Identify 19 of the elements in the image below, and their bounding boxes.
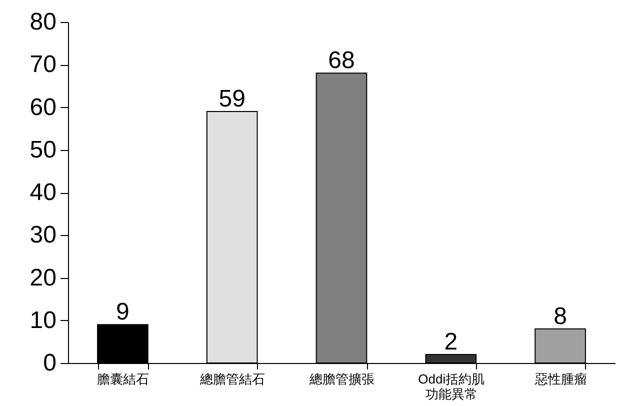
data-label: 8 bbox=[554, 302, 567, 330]
y-tick-label: 70 bbox=[30, 51, 56, 78]
data-label: 9 bbox=[116, 298, 130, 326]
y-tick-label: 0 bbox=[43, 350, 56, 376]
data-label: 59 bbox=[218, 86, 246, 113]
y-tick-label: 80 bbox=[30, 8, 56, 36]
x-tick-label: 惡性腫瘤 bbox=[534, 372, 587, 386]
x-tick-label: 總膽管擴張 bbox=[308, 372, 374, 386]
data-label: 68 bbox=[328, 47, 355, 74]
x-tick-label: 總膽管結石 bbox=[199, 372, 266, 386]
data-label: 2 bbox=[444, 328, 458, 356]
y-tick-label: 10 bbox=[30, 306, 56, 334]
y-tick-label: 50 bbox=[30, 136, 56, 164]
x-tick-label: 膽囊結石 bbox=[97, 372, 150, 386]
y-tick-label: 40 bbox=[30, 179, 56, 206]
x-tick-label: Oddi括約肌功能異常 bbox=[418, 372, 485, 402]
y-tick-label: 60 bbox=[30, 94, 56, 121]
y-tick-label: 20 bbox=[30, 264, 56, 292]
y-tick-label: 30 bbox=[30, 222, 56, 249]
